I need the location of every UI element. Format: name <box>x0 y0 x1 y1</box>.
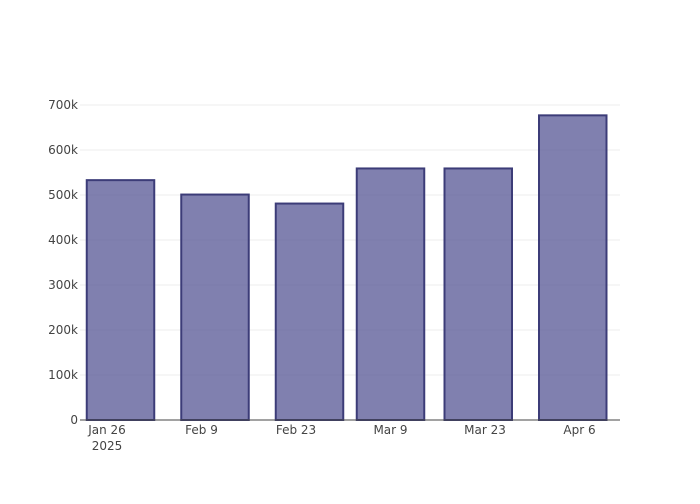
x-tick-label: Feb 9 <box>185 423 218 437</box>
bars <box>85 114 608 421</box>
bar <box>355 167 426 421</box>
bar <box>85 179 156 421</box>
bar <box>180 193 250 421</box>
y-tick-label: 600k <box>48 143 78 157</box>
bar <box>274 202 345 421</box>
y-tick-label: 700k <box>48 98 78 112</box>
bar <box>538 114 608 421</box>
x-tick-label: Jan 26 <box>87 423 126 437</box>
bar <box>443 167 513 421</box>
y-tick-label: 100k <box>48 368 78 382</box>
y-tick-label: 0 <box>70 413 78 427</box>
y-tick-label: 400k <box>48 233 78 247</box>
gridlines <box>80 104 620 376</box>
x-tick-label-year: 2025 <box>92 439 123 453</box>
x-tick-labels: Jan 26 2025 Feb 9 Feb 23 Mar 9 Mar 23 Apr 6 <box>87 423 595 453</box>
y-tick-label: 300k <box>48 278 78 292</box>
x-tick-label: Mar 9 <box>373 423 407 437</box>
x-tick-label: Apr 6 <box>563 423 595 437</box>
y-tick-label: 500k <box>48 188 78 202</box>
y-tick-labels: 0 100k 200k 300k 400k 500k 600k 700k <box>48 98 78 427</box>
y-tick-label: 200k <box>48 323 78 337</box>
x-tick-label: Feb 23 <box>276 423 316 437</box>
x-tick-label: Mar 23 <box>464 423 506 437</box>
